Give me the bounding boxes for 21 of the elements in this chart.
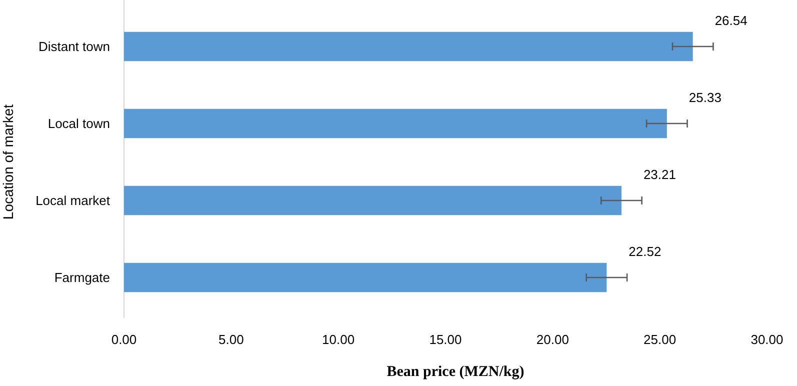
x-tick-label: 0.00 [111,332,137,347]
data-label: 25.33 [688,90,722,105]
data-label: 23.21 [643,166,676,182]
data-label: 22.52 [628,244,662,259]
x-tick-label: 20.00 [536,332,569,347]
bar [124,108,667,138]
x-axis-title: Bean price (MZN/kg) [386,364,524,380]
y-tick-label: Distant town [38,39,110,54]
x-tick-label: 5.00 [218,332,244,347]
x-tick-label: 15.00 [429,332,462,347]
y-tick-label: Local town [48,116,110,132]
bar [124,262,607,292]
data-label: 26.54 [714,12,748,28]
bar [124,186,622,216]
y-axis-title: Location of market [0,104,16,220]
bar [124,32,693,62]
y-tick-label: Local market [36,193,110,208]
x-tick-label: 10.00 [322,332,355,347]
x-tick-label: 25.00 [644,332,676,347]
y-tick-label: Farmgate [54,270,110,286]
x-tick-label: 30.00 [750,332,784,347]
